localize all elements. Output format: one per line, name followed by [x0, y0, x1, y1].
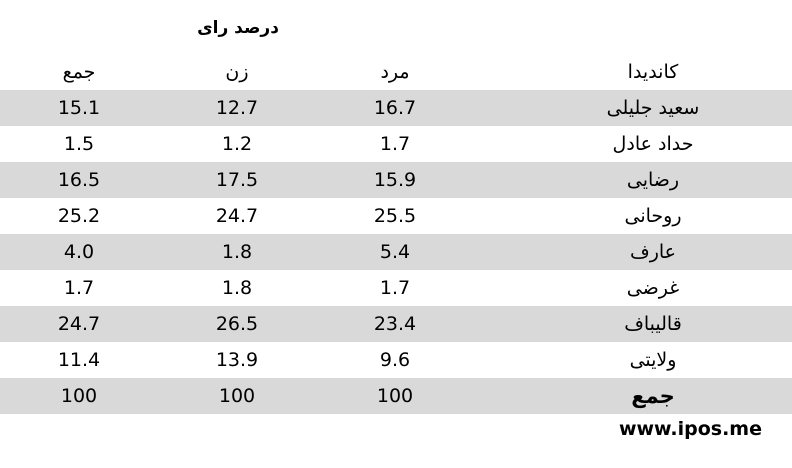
cell-total: 24.7 [0, 306, 158, 342]
cell-male: 25.5 [373, 205, 417, 227]
header-total: جمع [62, 61, 96, 83]
table-row: 15.1 12.7 16.7 سعید جلیلی [0, 90, 792, 126]
cell-total: 11.4 [57, 349, 101, 371]
table-title: درصد رای [197, 18, 279, 38]
cell-female: 1.2 [221, 133, 253, 155]
cell-female: 13.9 [215, 349, 259, 371]
cell-total: 25.2 [57, 205, 101, 227]
cell-candidate: غرضی [626, 277, 680, 299]
cell-male: 15.9 [316, 162, 474, 198]
cell-female: 100 [158, 378, 316, 414]
table-row: 1.5 1.2 1.7 حداد عادل [0, 126, 792, 162]
cell-total: 1.7 [63, 277, 95, 299]
table-row: 1.7 1.8 1.7 غرضی [0, 270, 792, 306]
total-row: 100 100 100 جمع [0, 378, 792, 414]
cell-male: 23.4 [316, 306, 474, 342]
header-male: مرد [380, 61, 410, 83]
source-url: www.ipos.me [618, 418, 762, 440]
table-row: 24.7 26.5 23.4 قالیباف [0, 306, 792, 342]
cell-male: 1.7 [379, 277, 411, 299]
cell-female: 12.7 [158, 90, 316, 126]
cell-candidate: سعید جلیلی [474, 90, 792, 126]
cell-candidate: قالیباف [474, 306, 792, 342]
cell-male: 1.7 [379, 133, 411, 155]
cell-candidate: رضایی [474, 162, 792, 198]
header-candidate: کاندیدا [627, 61, 679, 83]
cell-total: 16.5 [0, 162, 158, 198]
table-row: 4.0 1.8 5.4 عارف [0, 234, 792, 270]
cell-male: 100 [316, 378, 474, 414]
cell-total: 4.0 [0, 234, 158, 270]
cell-female: 17.5 [158, 162, 316, 198]
cell-total: 15.1 [0, 90, 158, 126]
cell-total: 1.5 [63, 133, 95, 155]
cell-male: 9.6 [379, 349, 411, 371]
cell-male: 5.4 [316, 234, 474, 270]
cell-candidate: روحانی [624, 205, 682, 227]
poll-table: جمع زن مرد کاندیدا 15.1 12.7 16.7 سعید ج… [0, 54, 792, 414]
cell-female: 1.8 [158, 234, 316, 270]
table-row: 16.5 17.5 15.9 رضایی [0, 162, 792, 198]
table-row: 25.2 24.7 25.5 روحانی [0, 198, 792, 234]
cell-male: 16.7 [316, 90, 474, 126]
cell-candidate: جمع [474, 378, 792, 414]
cell-candidate: ولایتی [629, 349, 677, 371]
cell-candidate: عارف [474, 234, 792, 270]
cell-female: 26.5 [158, 306, 316, 342]
table-row: 11.4 13.9 9.6 ولایتی [0, 342, 792, 378]
cell-female: 1.8 [221, 277, 253, 299]
header-row: جمع زن مرد کاندیدا [0, 54, 792, 90]
cell-total: 100 [0, 378, 158, 414]
cell-candidate: حداد عادل [612, 133, 694, 155]
cell-female: 24.7 [215, 205, 259, 227]
header-female: زن [225, 61, 249, 83]
